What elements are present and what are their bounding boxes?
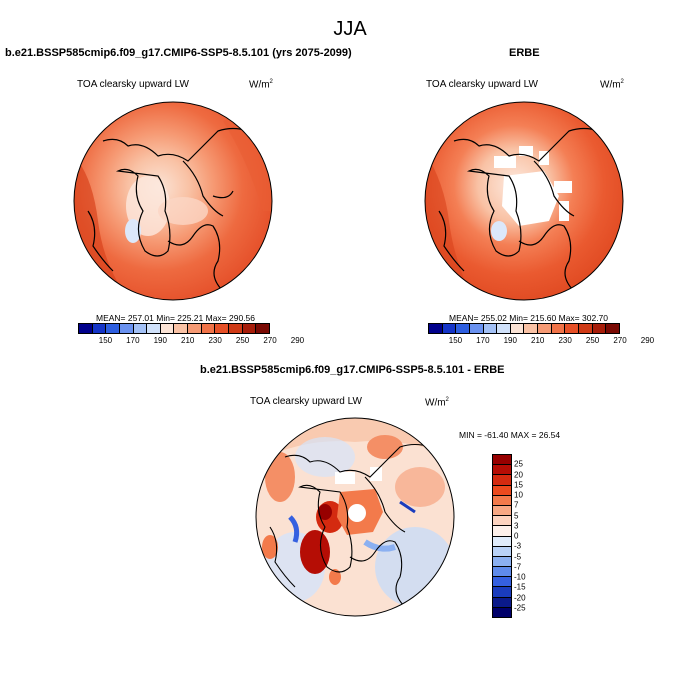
colorbar-swatch	[493, 607, 511, 617]
colorbar-swatch	[106, 324, 120, 333]
colorbar-tick-label: 230	[558, 336, 572, 345]
colorbar-tick-label: 0	[514, 531, 519, 541]
colorbar-swatch	[256, 324, 269, 333]
colorbar-swatch	[469, 324, 484, 333]
colorbar-tick-label: 20	[514, 470, 523, 479]
colorbar-swatch	[493, 465, 511, 476]
obs-stats: MEAN= 255.02 Min= 215.60 Max= 302.70	[449, 313, 609, 323]
colorbar-swatch	[551, 324, 566, 333]
colorbar-tick-label: 270	[613, 336, 627, 345]
colorbar-swatch	[592, 324, 607, 333]
diff-polar-map	[255, 417, 455, 617]
colorbar-swatch	[493, 567, 511, 578]
diff-units: W/m2	[425, 397, 449, 409]
colorbar-swatch	[442, 324, 457, 333]
colorbar-swatch	[524, 324, 539, 333]
colorbar-swatch	[242, 324, 257, 333]
colorbar-swatch	[493, 597, 511, 608]
colorbar-swatch	[79, 324, 93, 333]
model-stats: MEAN= 257.01 Min= 225.21 Max= 290.56	[96, 313, 256, 323]
colorbar-swatch	[493, 475, 511, 486]
colorbar-swatch	[456, 324, 470, 333]
obs-colorbar-ticks: 150 170 190 210 230 250 270 290	[428, 336, 654, 348]
colorbar-swatch	[493, 455, 511, 466]
colorbar-tick-label: 15	[514, 480, 523, 490]
obs-polar-map	[424, 101, 624, 301]
model-colorbar-ticks: 150 170 190 210 230 250 270 290	[78, 336, 304, 348]
colorbar-swatch	[538, 324, 552, 333]
colorbar-tick-label: 5	[514, 511, 519, 520]
colorbar-tick-label: 150	[98, 336, 113, 345]
colorbar-swatch	[493, 536, 511, 547]
colorbar-tick-label: 3	[514, 521, 519, 531]
colorbar-swatch	[133, 324, 148, 333]
colorbar-tick-label: 10	[514, 490, 523, 500]
model-units: W/m2	[249, 79, 273, 91]
colorbar-swatch	[493, 526, 511, 537]
colorbar-swatch	[493, 577, 511, 588]
diff-panel-title: b.e21.BSSP585cmip6.f09_g17.CMIP6-SSP5-8.…	[200, 364, 505, 376]
colorbar-swatch	[229, 324, 243, 333]
colorbar-swatch	[579, 324, 593, 333]
obs-panel-title: ERBE	[509, 47, 540, 59]
obs-units: W/m2	[600, 79, 624, 91]
colorbar-swatch	[497, 324, 511, 333]
colorbar-tick-label: -3	[514, 541, 522, 551]
colorbar-swatch	[201, 324, 216, 333]
colorbar-swatch	[160, 324, 175, 333]
colorbar-tick-label: 250	[585, 336, 600, 345]
diff-stats: MIN = -61.40 MAX = 26.54	[459, 430, 561, 440]
colorbar-swatch	[119, 324, 134, 333]
colorbar-swatch	[493, 485, 511, 496]
colorbar-tick-label: 190	[503, 336, 517, 345]
colorbar-swatch	[174, 324, 189, 333]
colorbar-swatch	[92, 324, 107, 333]
colorbar-swatch	[493, 516, 511, 527]
colorbar-swatch	[493, 556, 511, 568]
colorbar-tick-label: -15	[514, 582, 526, 592]
colorbar-swatch	[188, 324, 202, 333]
colorbar-swatch	[493, 546, 511, 557]
colorbar-swatch	[493, 587, 511, 598]
colorbar-swatch	[429, 324, 443, 333]
colorbar-swatch	[606, 324, 619, 333]
colorbar-tick-label: 210	[531, 336, 545, 345]
colorbar-swatch	[493, 495, 511, 506]
colorbar-tick-label: 190	[153, 336, 167, 345]
colorbar-tick-label: 290	[290, 336, 305, 345]
colorbar-tick-label: 25	[514, 459, 523, 469]
colorbar-swatch	[215, 324, 230, 333]
colorbar-swatch	[147, 324, 161, 333]
colorbar-swatch	[493, 505, 511, 517]
colorbar-tick-label: -5	[514, 552, 522, 561]
colorbar-tick-label: -20	[514, 593, 526, 602]
colorbar-tick-label: 290	[640, 336, 655, 345]
model-panel-title: b.e21.BSSP585cmip6.f09_g17.CMIP6-SSP5-8.…	[5, 47, 352, 59]
page-title: JJA	[333, 18, 367, 40]
colorbar-tick-label: 230	[208, 336, 222, 345]
colorbar-swatch	[565, 324, 580, 333]
colorbar-tick-label: 150	[448, 336, 463, 345]
colorbar-swatch	[510, 324, 525, 333]
colorbar-tick-label: 210	[181, 336, 195, 345]
colorbar-swatch	[483, 324, 498, 333]
colorbar-tick-label: 7	[514, 500, 519, 510]
colorbar-tick-label: -25	[514, 603, 526, 613]
colorbar-tick-label: 270	[263, 336, 277, 345]
diff-variable-label: TOA clearsky upward LW	[250, 396, 362, 407]
diff-colorbar-ticks: 25 20 15 10 7 5 3 0 -3 -5 -7 -10 -15 -20 -25	[514, 454, 544, 618]
model-polar-map	[73, 101, 273, 301]
diff-colorbar	[492, 454, 512, 618]
colorbar-tick-label: -10	[514, 572, 526, 582]
colorbar-tick-label: 170	[476, 336, 490, 345]
obs-variable-label: TOA clearsky upward LW	[426, 79, 538, 90]
colorbar-tick-label: 170	[126, 336, 140, 345]
colorbar-tick-label: -7	[514, 562, 522, 572]
obs-colorbar	[428, 323, 620, 334]
model-colorbar	[78, 323, 270, 334]
colorbar-tick-label: 250	[235, 336, 250, 345]
model-variable-label: TOA clearsky upward LW	[77, 79, 189, 90]
